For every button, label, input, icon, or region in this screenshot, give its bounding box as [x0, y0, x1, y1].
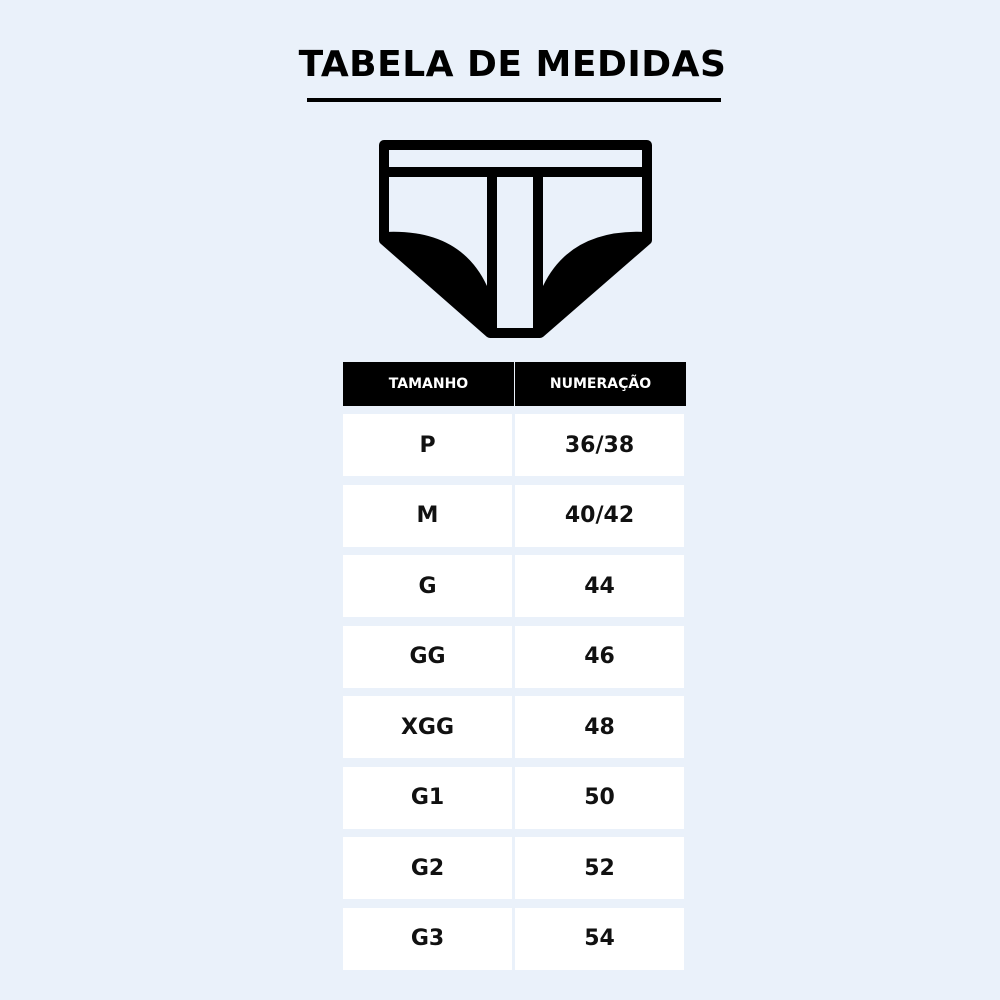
size-cell: GG — [343, 625, 512, 688]
size-cell: M — [343, 484, 512, 547]
size-cell: XGG — [343, 696, 512, 758]
title-underline — [307, 98, 721, 102]
size-cell: G3 — [343, 907, 512, 970]
size-cell: P — [343, 414, 512, 476]
briefs-underwear-icon — [379, 140, 652, 338]
size-cell: G — [343, 555, 512, 617]
number-cell: 48 — [515, 696, 684, 758]
size-cell: G2 — [343, 837, 512, 899]
number-cell: 46 — [515, 625, 684, 688]
header-numeracao: NUMERAÇÃO — [515, 362, 686, 406]
number-cell: 52 — [515, 837, 684, 899]
size-cell: G1 — [343, 766, 512, 829]
number-cell: 54 — [515, 907, 684, 970]
number-cell: 50 — [515, 766, 684, 829]
number-cell: 44 — [515, 555, 684, 617]
number-cell: 36/38 — [515, 414, 684, 476]
number-cell: 40/42 — [515, 484, 684, 547]
page-title: TABELA DE MEDIDAS — [298, 44, 727, 85]
header-tamanho: TAMANHO — [343, 362, 514, 406]
